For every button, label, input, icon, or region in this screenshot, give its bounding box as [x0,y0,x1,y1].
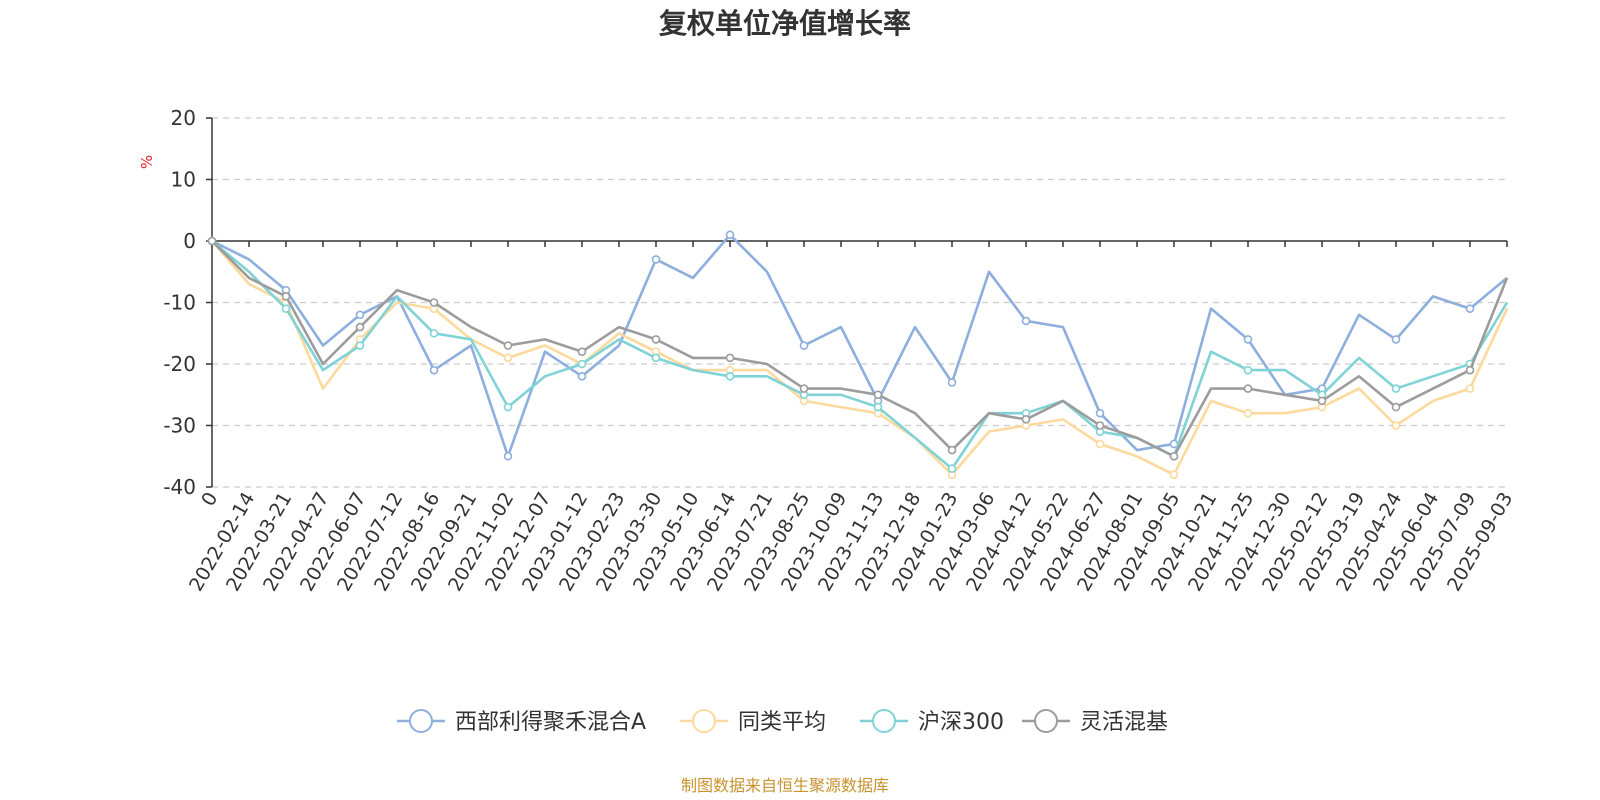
y-tick-label: 20 [171,106,196,130]
grid-lines [212,117,1507,488]
y-tick-label: 0 [183,229,196,253]
y-axis-unit: % [138,155,156,169]
data-point [1391,421,1401,430]
data-point [651,335,661,344]
data-point [1465,384,1475,393]
x-tick-labels: 02022-02-142022-03-212022-04-272022-06-0… [185,489,1517,596]
data-point [1243,408,1253,418]
data-point [1095,421,1105,430]
data-point [429,328,439,338]
data-point [1391,402,1401,412]
data-point [503,353,513,363]
data-point [503,451,513,461]
data-point [1243,335,1253,344]
data-point [281,304,291,313]
source-note: 制图数据来自恒生聚源数据库 [681,776,889,795]
data-point [799,384,809,393]
y-tick-label: -40 [163,475,196,499]
data-point [725,353,735,363]
data-point [281,292,291,301]
data-point [1465,365,1475,375]
data-point [355,322,365,332]
data-point [1243,384,1253,393]
data-point [503,341,513,350]
series-line [211,233,1508,458]
legend-label: 沪深300 [918,710,1004,735]
legend-label: 同类平均 [738,710,826,735]
data-point [873,402,883,412]
series-line [211,240,1509,477]
legend-circle-icon [1034,709,1058,733]
data-point [1465,304,1475,313]
data-point [577,359,587,369]
series-lines [207,230,1509,480]
x-tick-label: 0 [197,489,222,510]
series-2 [207,236,1509,473]
data-point [725,230,735,240]
data-point [1169,451,1179,461]
series-line [211,240,1509,458]
data-point [1243,365,1253,375]
data-point [1095,439,1105,449]
data-point [873,390,883,400]
legend-item[interactable]: 同类平均 [680,709,826,735]
series-3 [207,236,1509,461]
data-point [429,298,439,307]
series-0 [207,230,1508,461]
data-point [1391,384,1401,393]
legend-label: 灵活混基 [1080,710,1168,735]
y-tick-label: 10 [171,168,196,192]
y-tick-labels: 20 10 0 -10 -20 -30 -40 [163,106,196,499]
chart-title: 复权单位净值增长率 [659,7,911,40]
data-point [1021,316,1031,326]
data-point [355,341,365,350]
data-point [207,236,217,246]
data-point [799,341,809,350]
legend-item[interactable]: 灵活混基 [1022,709,1168,735]
data-point [503,402,513,412]
data-point [429,365,439,375]
data-point [1169,470,1179,480]
data-point [355,310,365,320]
legend-circle-icon [692,709,716,733]
data-point [651,255,661,264]
y-tick-label: -20 [163,352,196,376]
legend-item[interactable]: 西部利得聚禾混合A [397,709,646,735]
series-line [211,240,1509,470]
data-point [947,464,957,473]
data-point [577,371,587,381]
data-point [577,347,587,357]
data-point [651,353,661,363]
legend[interactable]: 西部利得聚禾混合A 同类平均 沪深300 灵活混基 [397,709,1168,735]
legend-item[interactable]: 沪深300 [860,709,1004,735]
data-point [725,371,735,381]
data-point [1095,408,1105,418]
y-tick-label: -30 [163,414,196,438]
legend-label: 西部利得聚禾混合A [455,710,646,735]
y-tick-label: -10 [163,291,196,315]
data-point [947,445,957,455]
legend-circle-icon [409,709,433,733]
legend-circle-icon [872,709,896,733]
data-point [1317,396,1327,406]
data-point [1021,415,1031,424]
data-point [1391,335,1401,344]
data-point [947,378,957,387]
